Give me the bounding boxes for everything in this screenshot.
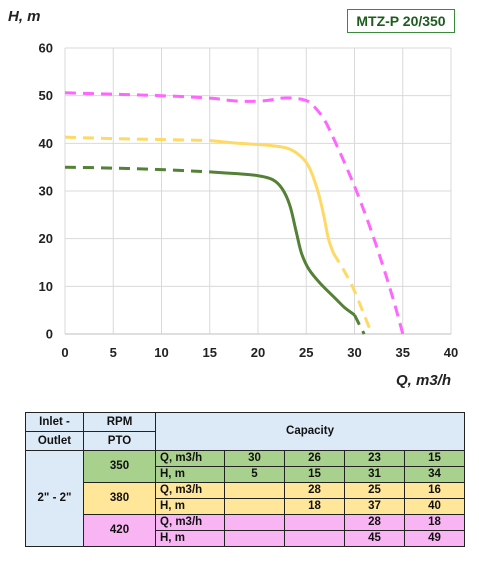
y-tick-label: 30 bbox=[39, 184, 53, 199]
table-cell: 15 bbox=[284, 466, 345, 483]
rpm-350: 350 bbox=[83, 450, 156, 483]
y-tick-label: 10 bbox=[39, 279, 53, 294]
tick-labels: 0 5 10 15 20 25 30 35 40 0 10 20 30 40 50 60 bbox=[39, 41, 459, 361]
table-cell: 28 bbox=[284, 482, 345, 499]
table-cell bbox=[224, 514, 285, 531]
table-cell bbox=[224, 498, 285, 515]
pump-curve-chart: 0 5 10 15 20 25 30 35 40 0 10 20 30 40 50 60 H, m Q, m3… bbox=[8, 8, 459, 389]
q-label: Q, m3/h bbox=[155, 514, 225, 531]
table-cell: 15 bbox=[404, 450, 465, 467]
table-cell: 45 bbox=[344, 530, 405, 547]
capacity-header: Capacity bbox=[155, 412, 465, 451]
table-cell bbox=[284, 514, 345, 531]
series-0 bbox=[64, 165, 366, 335]
x-tick-label: 35 bbox=[396, 345, 410, 360]
table-cell: 25 bbox=[344, 482, 405, 499]
series-line-dashed bbox=[353, 314, 366, 335]
table-cell: 34 bbox=[404, 466, 465, 483]
table-cell bbox=[284, 530, 345, 547]
y-axis-title: H, m bbox=[8, 8, 41, 25]
x-tick-label: 20 bbox=[251, 345, 265, 360]
table-cell: 31 bbox=[344, 466, 405, 483]
x-tick-label: 0 bbox=[61, 345, 68, 360]
series-line-dashed bbox=[64, 135, 210, 142]
y-tick-label: 20 bbox=[39, 231, 53, 246]
inlet-header: Inlet - bbox=[25, 412, 84, 432]
y-tick-label: 0 bbox=[46, 327, 53, 342]
series-line-dashed bbox=[64, 165, 210, 174]
series-1 bbox=[64, 135, 374, 335]
h-label: H, m bbox=[155, 498, 225, 515]
x-tick-label: 30 bbox=[347, 345, 361, 360]
series-line-dashed bbox=[332, 252, 374, 335]
h-label: H, m bbox=[155, 466, 225, 483]
outlet-header: Outlet bbox=[25, 431, 84, 451]
inlet-outlet-value: 2" - 2" bbox=[25, 450, 84, 547]
series-2 bbox=[64, 91, 405, 335]
rpm-380: 380 bbox=[83, 482, 156, 515]
h-label: H, m bbox=[155, 530, 225, 547]
q-label: Q, m3/h bbox=[155, 482, 225, 499]
grid bbox=[64, 47, 452, 335]
table-cell: 28 bbox=[344, 514, 405, 531]
q-label: Q, m3/h bbox=[155, 450, 225, 467]
series-line-solid bbox=[209, 139, 335, 254]
table-cell: 18 bbox=[284, 498, 345, 515]
y-tick-label: 40 bbox=[39, 136, 53, 151]
y-tick-label: 50 bbox=[39, 88, 53, 103]
x-tick-label: 15 bbox=[203, 345, 217, 360]
table-cell bbox=[224, 482, 285, 499]
series-line-dashed bbox=[64, 91, 405, 335]
x-tick-label: 40 bbox=[444, 345, 458, 360]
table-cell: 30 bbox=[224, 450, 285, 467]
table-cell bbox=[224, 530, 285, 547]
table-cell: 5 bbox=[224, 466, 285, 483]
table-cell: 23 bbox=[344, 450, 405, 467]
series-line-solid bbox=[209, 170, 356, 317]
table-cell: 16 bbox=[404, 482, 465, 499]
rpm-header: RPM bbox=[83, 412, 156, 432]
table-cell: 49 bbox=[404, 530, 465, 547]
y-tick-label: 60 bbox=[39, 41, 53, 56]
rpm-420: 420 bbox=[83, 514, 156, 547]
series-layer bbox=[64, 91, 405, 335]
x-tick-label: 25 bbox=[299, 345, 313, 360]
performance-table: Inlet - RPM Capacity Outlet PTO 2" - 2" … bbox=[25, 412, 465, 547]
model-badge: MTZ-P 20/350 bbox=[347, 9, 455, 33]
table-cell: 40 bbox=[404, 498, 465, 515]
table-cell: 37 bbox=[344, 498, 405, 515]
x-tick-label: 10 bbox=[154, 345, 168, 360]
x-axis-title: Q, m3/h bbox=[396, 372, 451, 389]
table-cell: 18 bbox=[404, 514, 465, 531]
pto-header: PTO bbox=[83, 431, 156, 451]
x-tick-label: 5 bbox=[110, 345, 117, 360]
table-cell: 26 bbox=[284, 450, 345, 467]
